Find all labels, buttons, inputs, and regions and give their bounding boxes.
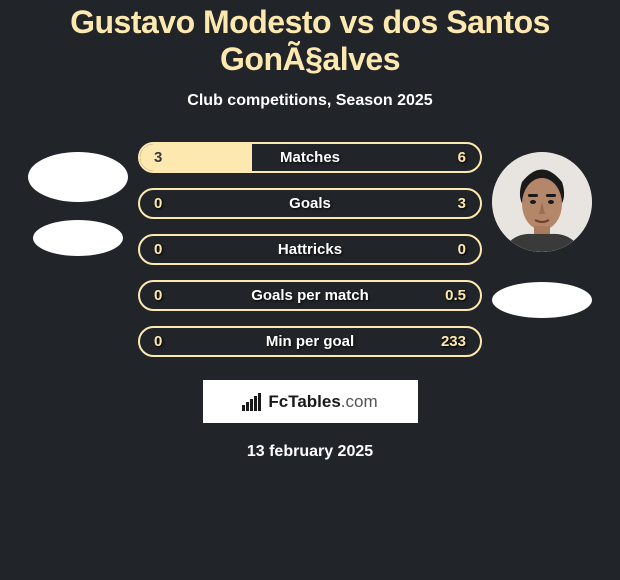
footer-domain: .com xyxy=(341,392,378,411)
player-left-avatar xyxy=(28,152,128,202)
bar-goals: 0 Goals 3 xyxy=(138,188,482,219)
stat-bars: 3 Matches 6 0 Goals 3 0 Hattricks 0 0 Go… xyxy=(138,142,482,357)
bar-min-per-goal: 0 Min per goal 233 xyxy=(138,326,482,357)
bar-goals-per-match: 0 Goals per match 0.5 xyxy=(138,280,482,311)
bar-hattricks-label: Hattricks xyxy=(140,241,480,258)
player-right-team-badge xyxy=(492,282,592,318)
bar-goals-label: Goals xyxy=(140,195,480,212)
bar-matches: 3 Matches 6 xyxy=(138,142,482,173)
player-right-column xyxy=(482,142,602,357)
footer-brand: FcTables xyxy=(268,392,340,411)
player-right-avatar xyxy=(492,152,592,252)
subtitle: Club competitions, Season 2025 xyxy=(187,92,432,110)
player-left-column xyxy=(18,142,138,357)
page-title: Gustavo Modesto vs dos Santos GonÃ§alves xyxy=(0,4,620,78)
bar-matches-right-value: 6 xyxy=(458,149,466,166)
bars-icon xyxy=(242,393,262,411)
bar-hattricks-right-value: 0 xyxy=(458,241,466,258)
bar-mpg-right-value: 233 xyxy=(441,333,466,350)
bar-gpm-right-value: 0.5 xyxy=(445,287,466,304)
bar-mpg-label: Min per goal xyxy=(140,333,480,350)
comparison-card: Gustavo Modesto vs dos Santos GonÃ§alves… xyxy=(0,0,620,580)
bar-goals-right-value: 3 xyxy=(458,195,466,212)
bar-gpm-label: Goals per match xyxy=(140,287,480,304)
footer-brand-text: FcTables.com xyxy=(268,392,377,412)
bar-matches-label: Matches xyxy=(140,149,480,166)
chart-area: 3 Matches 6 0 Goals 3 0 Hattricks 0 0 Go… xyxy=(0,142,620,357)
bar-hattricks: 0 Hattricks 0 xyxy=(138,234,482,265)
date-label: 13 february 2025 xyxy=(247,443,373,461)
player-right-avatar-svg xyxy=(492,152,592,252)
footer-brand-box: FcTables.com xyxy=(203,380,418,423)
player-left-team-badge xyxy=(33,220,123,256)
